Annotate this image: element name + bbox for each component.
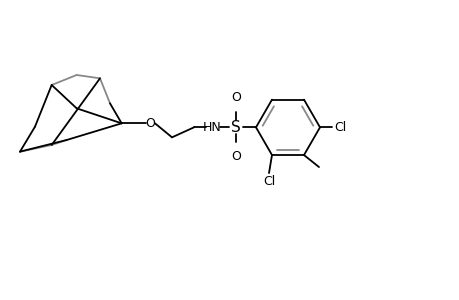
Text: O: O bbox=[145, 117, 155, 130]
Text: HN: HN bbox=[202, 121, 221, 134]
Text: O: O bbox=[230, 91, 241, 104]
Text: Cl: Cl bbox=[333, 121, 346, 134]
Text: Cl: Cl bbox=[262, 175, 274, 188]
Text: S: S bbox=[230, 120, 241, 135]
Text: O: O bbox=[230, 150, 241, 163]
